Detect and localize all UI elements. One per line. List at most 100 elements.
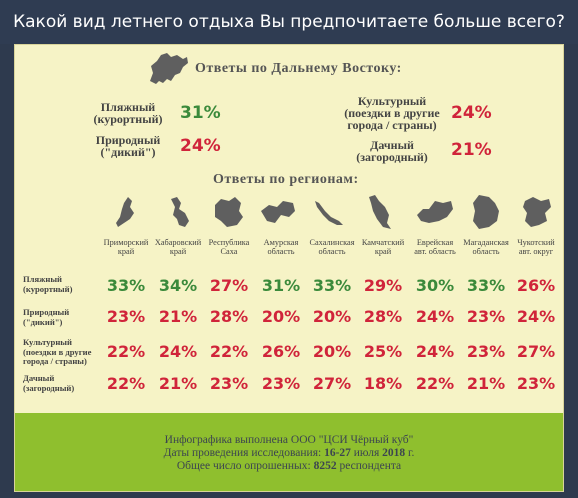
footer-dates-value: 16-27 (324, 447, 351, 459)
value-cell: 23% (106, 307, 146, 326)
footer-line-2: Даты проведения исследования: 16-27 июля… (15, 447, 563, 460)
amur-map-icon (261, 201, 295, 223)
row-label-line1: Природный (23, 307, 70, 317)
fe-dacha-label-1: Дачный (370, 138, 414, 152)
region-name-line1: Магаданская (463, 238, 509, 247)
regions-title: Ответы по регионам: (213, 172, 359, 187)
region-name-chukotka: Чукотский авт. округ (507, 238, 565, 256)
fe-item-beach-value: 31% (180, 103, 221, 123)
value-cell: 24% (415, 307, 455, 326)
region-name-sakha: Республика Саха (200, 238, 258, 256)
row-label-line2: (загородный) (23, 382, 75, 393)
page-title: Какой вид летнего отдыха Вы предпочитает… (0, 0, 578, 44)
region-name-line2: область (318, 247, 346, 256)
jewish-ao-map-icon (417, 201, 453, 223)
value-cell: 25% (363, 342, 403, 361)
region-name-line1: Еврейская (416, 238, 454, 247)
khabarovsk-map-icon (171, 197, 189, 227)
row-label-dacha: Дачный (загородный) (23, 373, 109, 393)
value-cell: 22% (106, 374, 146, 393)
fe-item-nature-value: 24% (180, 136, 221, 156)
region-name-line2: край (117, 247, 135, 256)
value-cell: 24% (158, 342, 198, 361)
fe-beach-label-2: (курортный) (93, 112, 163, 126)
value-cell: 23% (261, 374, 301, 393)
region-name-line2: авт. область (414, 247, 456, 256)
value-cell: 27% (516, 342, 556, 361)
fe-item-dacha-label: Дачный (загородный) (333, 139, 451, 163)
fe-cultural-label-3: города / страны) (347, 118, 437, 132)
primorsky-map-icon (116, 197, 134, 227)
footer-dates-month: июля (353, 447, 380, 459)
value-cell: 24% (516, 307, 556, 326)
region-name-line1: Сахалинская (309, 238, 355, 247)
footer-respondents-suffix: респондента (339, 460, 402, 472)
region-name-line2: область (267, 247, 295, 256)
value-cell: 27% (312, 374, 352, 393)
region-name-line2: авт. округ (518, 247, 554, 256)
region-name-line1: Республика (208, 238, 250, 247)
value-cell: 26% (261, 342, 301, 361)
fe-dacha-label-2: (загородный) (356, 150, 428, 164)
row-label-line1: Пляжный (23, 274, 62, 284)
fe-item-cultural-label: Культурный (поездки в другие города / ст… (333, 95, 451, 131)
value-cell: 20% (312, 342, 352, 361)
fe-item-nature-label: Природный ("дикий") (83, 134, 173, 158)
kamchatka-map-icon (369, 195, 391, 229)
value-cell: 22% (106, 342, 146, 361)
far-east-map-icon (150, 53, 188, 84)
region-name-line1: Амурская (263, 238, 299, 247)
value-cell: 21% (466, 374, 506, 393)
footer-line-3: Общее число опрошенных: 8252 респондента (15, 460, 563, 473)
value-cell: 31% (261, 276, 301, 295)
value-cell: 33% (106, 276, 146, 295)
region-name-magadan: Магаданская область (457, 238, 515, 256)
fe-cultural-label-1: Культурный (357, 94, 427, 108)
region-name-line1: Хабаровский (154, 238, 202, 247)
region-name-line1: Приморский (103, 238, 149, 247)
footer-respondents-value: 8252 (313, 460, 337, 472)
fe-beach-label-1: Пляжный (100, 100, 156, 114)
fe-item-cultural-value: 24% (451, 103, 492, 123)
value-cell: 26% (516, 276, 556, 295)
row-label-nature: Природный ("дикий") (23, 307, 109, 327)
value-cell: 21% (158, 374, 198, 393)
region-name-kamchatka: Камчатский край (354, 238, 412, 256)
region-name-sakhalin: Сахалинская область (303, 238, 361, 256)
footer-respondents-label: Общее число опрошенных: (176, 460, 311, 472)
footer-dates-year: 2018 (382, 447, 406, 459)
far-east-title: Ответы по Дальнему Востоку: (195, 61, 402, 76)
value-cell: 27% (209, 276, 249, 295)
region-name-amur: Амурская область (252, 238, 310, 256)
value-cell: 23% (516, 374, 556, 393)
region-name-jewish-ao: Еврейская авт. область (406, 238, 464, 256)
row-label-line2: (курортный) (23, 283, 73, 294)
region-name-line1: Чукотский (517, 238, 555, 247)
region-name-line2: край (374, 247, 392, 256)
footer-dates-label: Даты проведения исследования: (163, 447, 322, 459)
region-name-line2: Саха (220, 247, 238, 256)
fe-nature-label-2: ("дикий") (100, 145, 156, 159)
row-label-line1: Культурный (23, 337, 72, 347)
region-name-line2: область (472, 247, 500, 256)
value-cell: 23% (466, 342, 506, 361)
value-cell: 18% (363, 374, 403, 393)
value-cell: 20% (312, 307, 352, 326)
fe-cultural-label-2: (поездки в другие (344, 106, 440, 120)
value-cell: 20% (261, 307, 301, 326)
row-label-line3: города / страны) (23, 356, 87, 366)
row-label-line1: Дачный (23, 373, 55, 383)
value-cell: 29% (363, 276, 403, 295)
value-cell: 30% (415, 276, 455, 295)
value-cell: 33% (466, 276, 506, 295)
fe-item-dacha-value: 21% (451, 140, 492, 160)
value-cell: 22% (415, 374, 455, 393)
region-name-primorsky: Приморский край (97, 238, 155, 256)
row-label-cultural: Культурный (поездки в другие города / стра… (23, 337, 109, 367)
value-cell: 28% (363, 307, 403, 326)
region-name-line2: край (169, 247, 187, 256)
footer-line-1: Инфографика выполнена ООО "ЦСИ Чёрный ку… (164, 434, 414, 446)
row-label-line2: ("дикий") (23, 316, 63, 327)
value-cell: 23% (466, 307, 506, 326)
region-name-khabarovsk: Хабаровский край (149, 238, 207, 256)
